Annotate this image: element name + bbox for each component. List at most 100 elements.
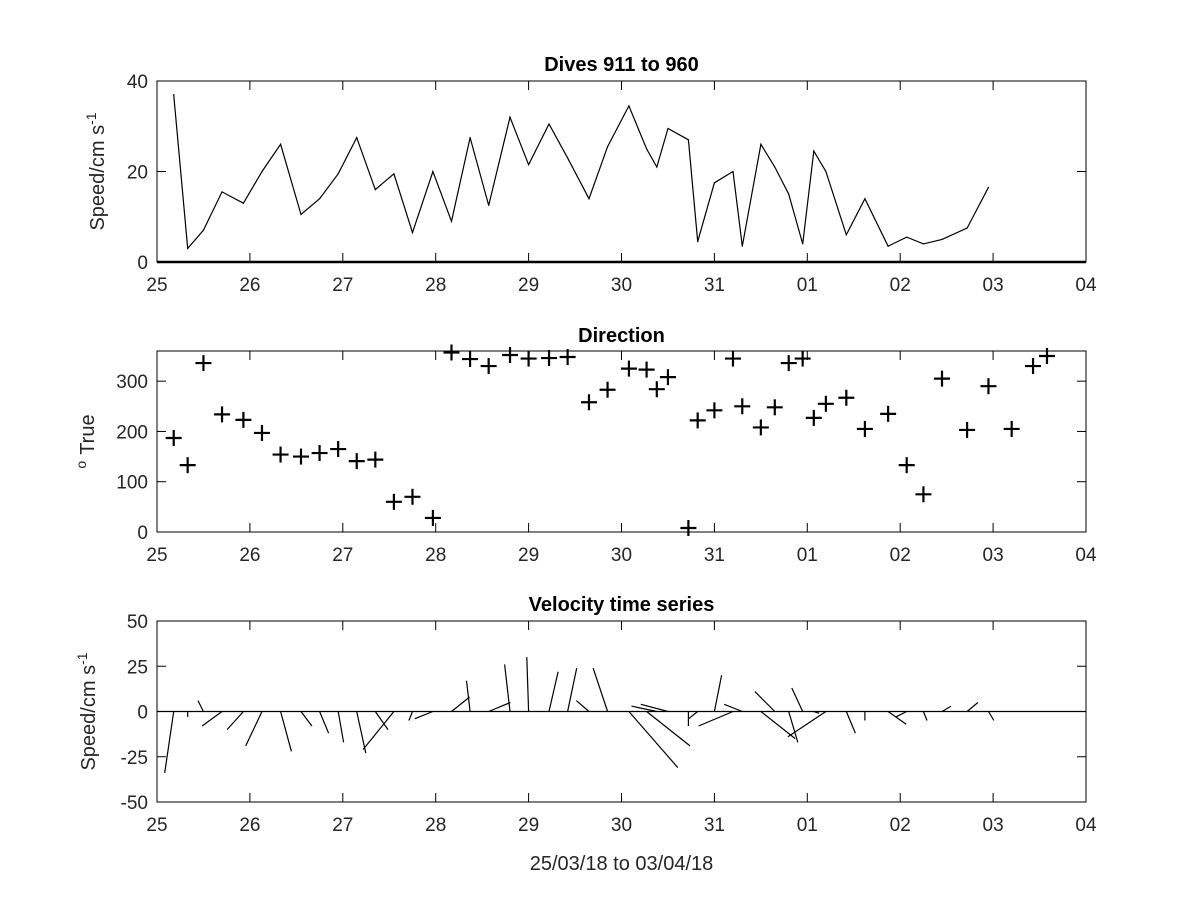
direction-point (272, 446, 289, 463)
x-tick-label: 28 (425, 275, 446, 296)
direction-point (706, 402, 723, 419)
x-tick-label: 31 (704, 545, 725, 566)
x-tick-label: 02 (890, 275, 911, 296)
x-tick-label: 01 (797, 815, 818, 836)
speed-point (607, 146, 609, 148)
speed-point (202, 229, 204, 231)
velocity-vector (414, 710, 434, 720)
speed-point (280, 143, 282, 145)
velocity-vector (791, 687, 804, 712)
direction-point (235, 411, 252, 428)
y-tick-label: 0 (137, 523, 148, 544)
direction-point (620, 360, 637, 377)
direction-point (580, 394, 597, 411)
speed-point (432, 170, 434, 173)
velocity-vector (966, 702, 979, 712)
x-tick-label: 27 (332, 275, 353, 296)
direction-point (638, 361, 655, 378)
speed-point (760, 143, 762, 145)
speed-point (845, 234, 847, 236)
speed-point (656, 166, 658, 168)
velocity-vector (408, 711, 414, 721)
velocity-x-axis-label: 25/03/18 to 03/04/18 (530, 853, 714, 875)
speed-point (374, 189, 376, 191)
direction-y-axis-label: oTrue (73, 414, 99, 468)
velocity-vector (300, 711, 313, 727)
velocity-vector (526, 657, 530, 712)
velocity-vector (319, 711, 330, 734)
y-tick-label: 40 (127, 72, 148, 93)
velocity-vector (280, 711, 292, 752)
direction-point (1038, 348, 1055, 365)
direction-point (724, 350, 741, 367)
direction-axis-ticks: 25 26 27 28 29 30 31 01 02 03 04 0 100 200 300 (116, 351, 1097, 566)
direction-point (689, 412, 706, 429)
velocity-vector-layer (157, 657, 1086, 774)
direction-point (253, 424, 270, 441)
direction-point (648, 381, 665, 398)
speed-point (356, 137, 358, 139)
velocity-vector (451, 696, 470, 712)
velocity-vector (787, 711, 827, 738)
speed-point (864, 198, 866, 200)
velocity-vector (592, 667, 609, 712)
y-tick-label: 100 (116, 473, 148, 494)
direction-point (424, 509, 441, 526)
direction-point (915, 486, 932, 503)
velocity-vector (895, 710, 907, 718)
direction-point (752, 419, 769, 436)
speed-point (825, 170, 827, 173)
y-tick-label: 50 (127, 612, 148, 633)
velocity-axis-ticks: 25 26 27 28 29 30 31 01 02 03 04 -50 -25 0 25 50 (121, 612, 1097, 836)
speed-point (774, 166, 776, 168)
velocity-vector (488, 701, 511, 713)
velocity-vector (713, 675, 723, 712)
direction-point (838, 389, 855, 406)
x-tick-label: 03 (983, 545, 1004, 566)
direction-point (1025, 358, 1042, 375)
x-tick-label: 01 (797, 545, 818, 566)
direction-point (541, 350, 558, 367)
y-tick-label: 300 (116, 372, 148, 393)
speed-point (528, 164, 530, 166)
velocity-vector (631, 705, 657, 713)
velocity-vector (362, 711, 395, 750)
x-tick-label: 31 (704, 815, 725, 836)
x-tick-label: 03 (983, 815, 1004, 836)
velocity-vector (356, 711, 367, 754)
direction-point (214, 406, 231, 423)
x-tick-label: 29 (518, 275, 539, 296)
direction-point (311, 445, 328, 462)
speed-point (628, 105, 630, 107)
speed-point (966, 227, 968, 229)
velocity-vector (922, 711, 928, 721)
direction-point (480, 358, 497, 375)
velocity-vector (628, 711, 679, 768)
velocity-vector (688, 711, 699, 720)
x-tick-label: 31 (704, 275, 725, 296)
x-tick-label: 04 (1075, 545, 1097, 566)
velocity-vector (845, 711, 856, 734)
direction-marker-layer (165, 344, 1055, 536)
speed-point (813, 150, 815, 152)
x-tick-label: 26 (239, 815, 260, 836)
x-tick-label: 30 (611, 815, 632, 836)
direction-point (599, 381, 616, 398)
speed-chart-title: Dives 911 to 960 (544, 54, 699, 76)
speed-point (732, 170, 734, 173)
x-tick-label: 25 (146, 815, 167, 836)
direction-axes-box (156, 350, 1087, 533)
speed-point (221, 191, 223, 193)
y-tick-label: -50 (121, 793, 148, 814)
speed-panel: Dives 911 to 960 Speed/cm s-1 25 26 27 28 29… (83, 54, 1097, 296)
velocity-vector (640, 703, 669, 713)
speed-point (646, 148, 648, 150)
x-tick-label: 26 (239, 275, 260, 296)
speed-point (887, 245, 889, 247)
velocity-vector (941, 705, 952, 713)
direction-point (856, 420, 873, 437)
direction-point (165, 429, 182, 446)
velocity-vector (164, 711, 175, 774)
velocity-vector (374, 711, 389, 730)
